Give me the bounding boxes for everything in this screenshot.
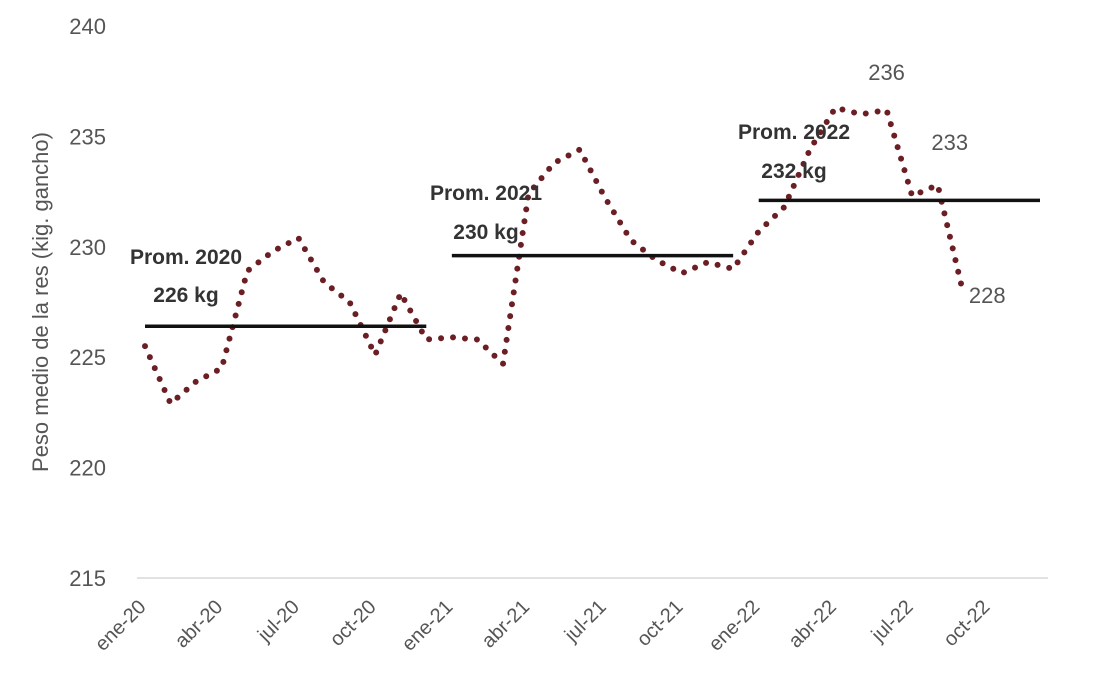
x-tick-label: ene-22 (705, 596, 765, 656)
y-tick-label: 225 (69, 345, 106, 370)
y-tick-label: 230 (69, 235, 106, 260)
series-line (142, 104, 967, 409)
x-tick-label: jul-21 (560, 596, 611, 647)
y-tick-label: 220 (69, 456, 106, 481)
average-label-value: 232 kg (761, 160, 826, 183)
x-tick-label: oct-21 (633, 596, 688, 651)
x-tick-label: abr-20 (171, 596, 227, 652)
x-tick-label: abr-22 (785, 596, 841, 652)
average-label-value: 226 kg (153, 284, 218, 307)
average-label-value: 230 kg (453, 221, 518, 244)
y-tick-label: 235 (69, 124, 106, 149)
average-label-title: Prom. 2020 (130, 246, 242, 269)
x-tick-label: jul-20 (253, 596, 304, 647)
data-label: 236 (868, 60, 905, 85)
x-tick-label: oct-20 (326, 596, 381, 651)
y-tick-label: 215 (69, 566, 106, 591)
data-label: 233 (931, 130, 968, 155)
x-tick-label: ene-20 (91, 596, 151, 656)
axis-layer: 215 220 225 230 235 240 ene-20 abr-20 jul-20 oct-… (28, 14, 1048, 656)
x-tick-label: oct-22 (940, 596, 995, 651)
x-tick-label: ene-21 (398, 596, 458, 656)
y-axis-title: Peso medio de la res (kig. gancho) (28, 132, 53, 472)
label-layer: 236 233 228 Prom. 2020 226 kg Prom. 2021 230 k… (130, 60, 1006, 308)
y-tick-label: 240 (69, 14, 106, 39)
x-tick-label: jul-22 (867, 596, 918, 647)
average-label-title: Prom. 2021 (430, 182, 542, 205)
average-layer (145, 198, 1040, 329)
data-label: 228 (969, 283, 1006, 308)
average-label-title: Prom. 2022 (738, 121, 850, 144)
x-tick-label: abr-21 (478, 596, 534, 652)
series-layer (142, 104, 967, 409)
